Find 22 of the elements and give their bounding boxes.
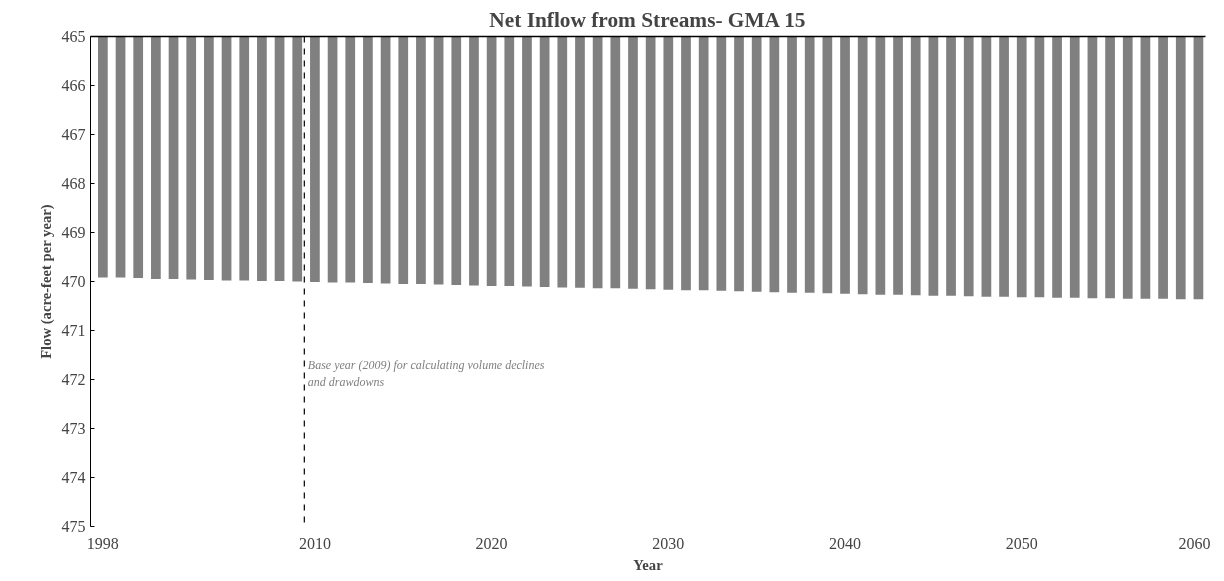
- y-axis-title: Flow (acre-feet per year): [37, 204, 55, 359]
- y-tick-label: 473: [61, 420, 86, 437]
- y-tick-label: 468: [61, 175, 86, 192]
- y-tick-label: 475: [61, 518, 86, 535]
- x-tick-label: 2020: [475, 534, 508, 552]
- x-tick-label: 2050: [1005, 534, 1038, 552]
- y-tick-label: 474: [61, 469, 86, 486]
- y-tick-label: 465: [61, 28, 86, 45]
- x-tick-label: 2010: [298, 534, 331, 552]
- y-tick-label: 470: [61, 273, 86, 290]
- x-tick-label: 2030: [652, 534, 685, 552]
- x-tick-label: 2060: [1178, 534, 1211, 552]
- y-tick-label: 469: [61, 224, 86, 241]
- chart-title: Net Inflow from Streams- GMA 15: [489, 7, 806, 32]
- y-tick-label: 466: [61, 77, 86, 94]
- y-tick-label: 471: [61, 322, 86, 339]
- ref-line-label: Base year (2009) for calculating volume declines and drawdowns: [307, 358, 545, 390]
- y-tick-label: 472: [61, 371, 86, 388]
- x-tick-label: 1998: [86, 534, 119, 552]
- x-axis-title: Year: [633, 556, 664, 573]
- y-tick-label: 467: [61, 126, 86, 143]
- x-tick-label: 2040: [829, 534, 862, 552]
